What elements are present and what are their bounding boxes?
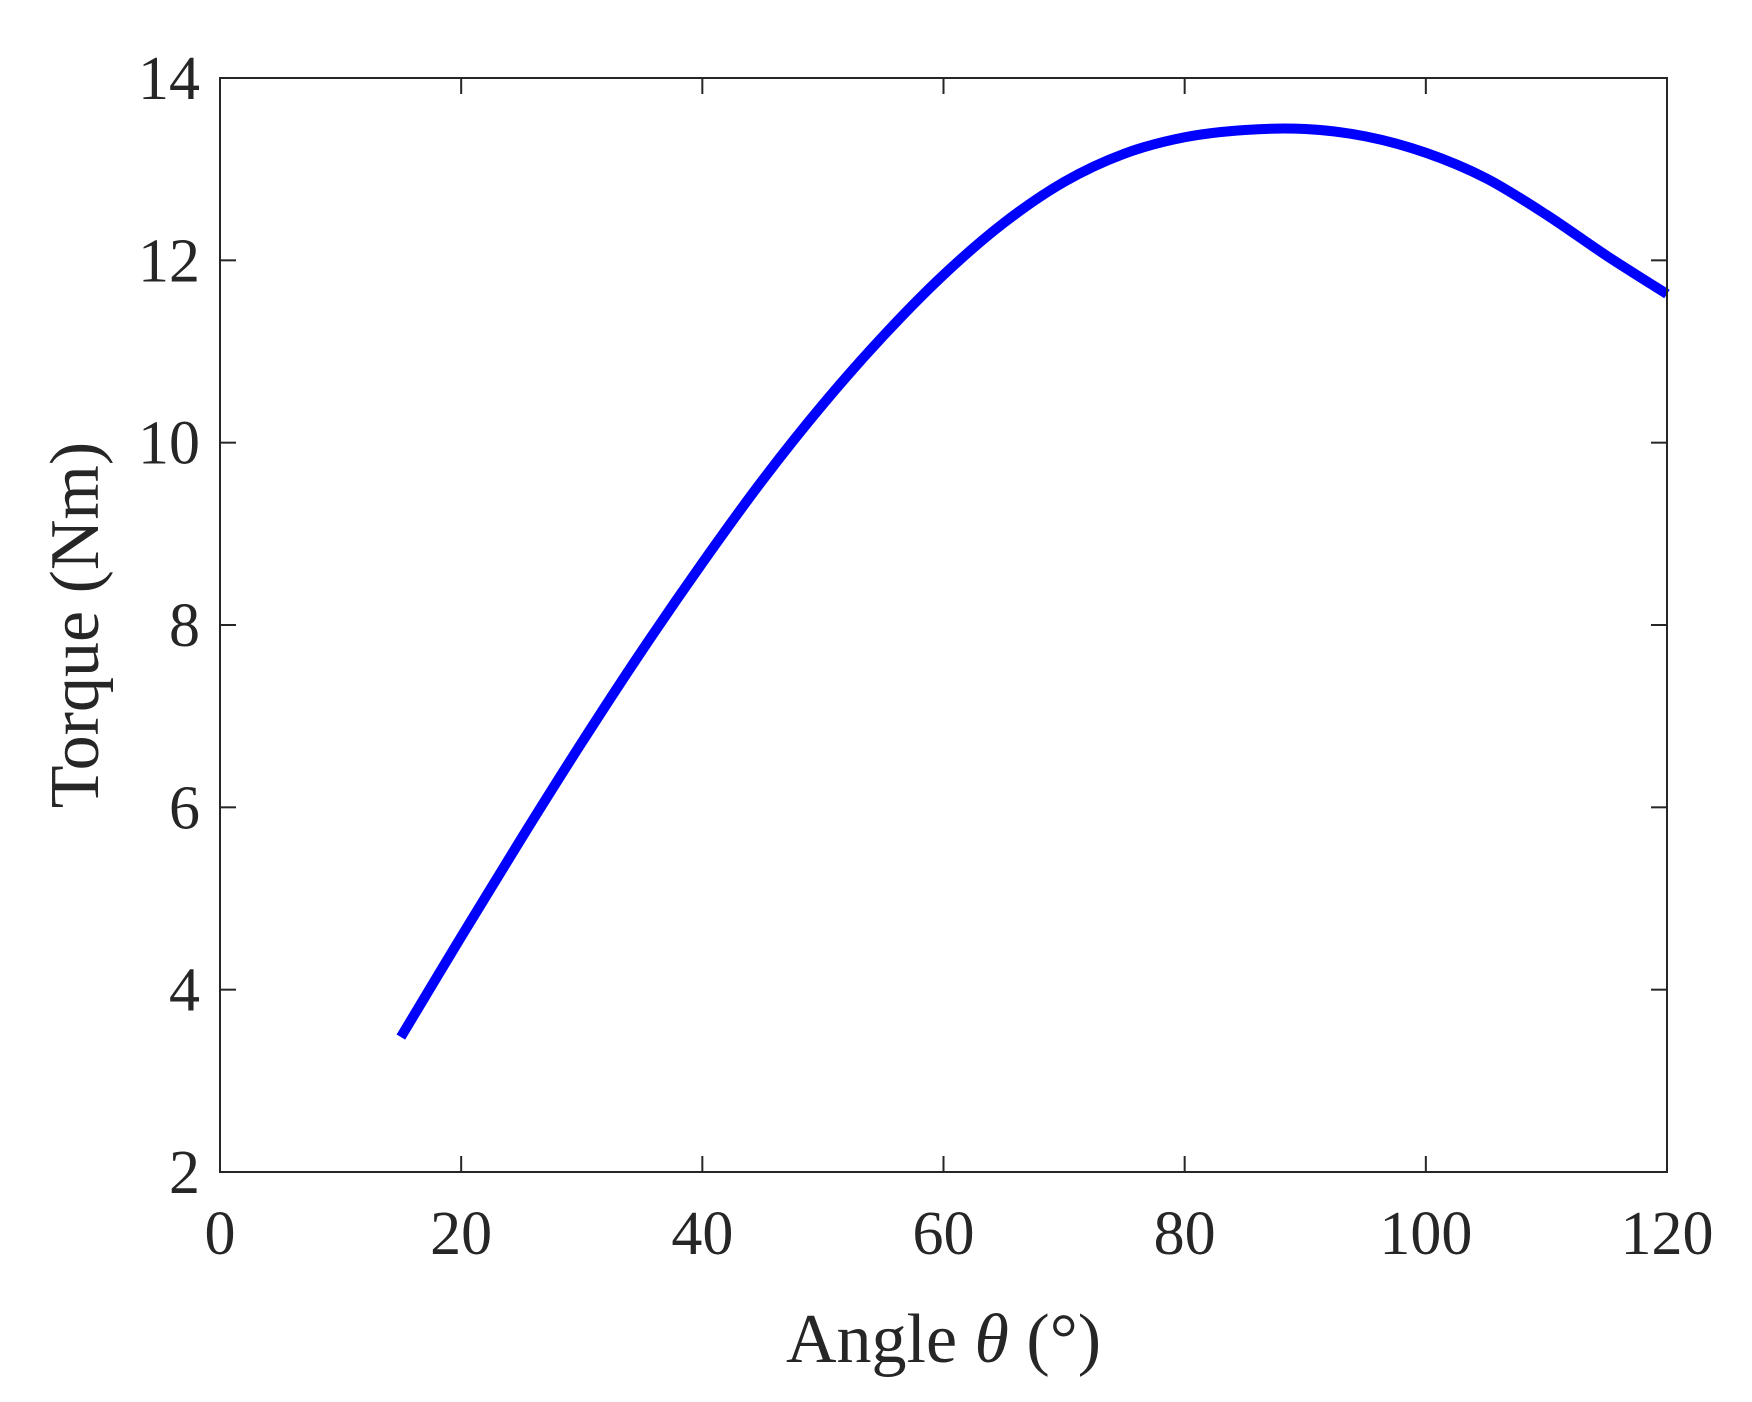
x-axis-title-suffix: (°)	[1009, 1301, 1101, 1378]
torque-series-line	[396, 123, 1670, 1040]
x-axis-title-prefix: Angle	[786, 1301, 975, 1378]
y-tick-label: 10	[138, 410, 200, 478]
x-tick-label: 80	[1154, 1200, 1216, 1268]
x-tick-label: 0	[205, 1200, 236, 1268]
x-tick-label: 20	[430, 1200, 492, 1268]
x-tick-label: 40	[671, 1200, 733, 1268]
ticks-layer: 0 20 40 60 80 100 120 2 4 6 8 10 12 14	[138, 45, 1714, 1268]
x-axis-title-symbol: θ	[975, 1301, 1009, 1378]
y-tick-label: 6	[169, 774, 200, 842]
x-tick-label: 120	[1621, 1200, 1714, 1268]
y-tick-label: 4	[169, 957, 200, 1025]
y-tick-label: 12	[138, 227, 200, 295]
y-tick-label: 14	[138, 45, 200, 113]
y-tick-label: 2	[169, 1139, 200, 1207]
series-layer	[396, 123, 1670, 1040]
x-axis-title: Angle θ (°)	[786, 1301, 1101, 1378]
x-tick-label: 100	[1379, 1200, 1472, 1268]
x-tick-label: 60	[913, 1200, 975, 1268]
y-axis-title: Torque (Nm)	[37, 442, 114, 808]
y-tick-label: 8	[169, 592, 200, 660]
